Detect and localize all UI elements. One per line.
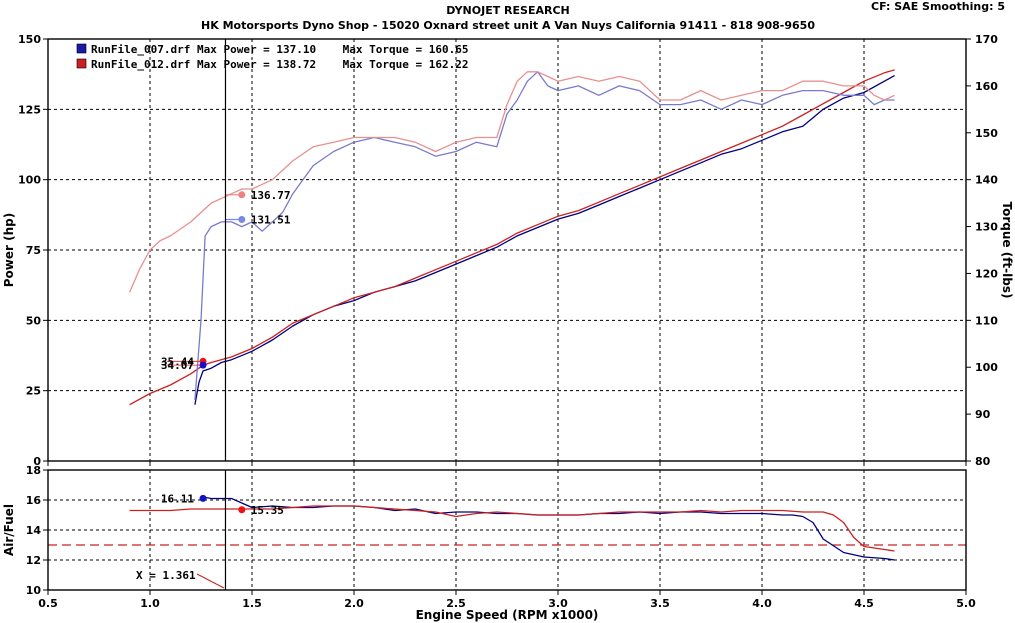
- series-torque-runfile-007-drf: [194, 71, 895, 401]
- tick-label-torque-100: 100: [975, 361, 998, 374]
- correction-factor-label: CF: SAE Smoothing: 5: [871, 0, 1005, 13]
- tick-label-x-3-0: 3.0: [548, 597, 568, 610]
- tick-label-x-5-0: 5.0: [956, 597, 976, 610]
- legend-entry-run007: RunFile_007.drf Max Power = 137.10 Max T…: [91, 43, 469, 56]
- tick-label-x-1-0: 1.0: [140, 597, 160, 610]
- marker-air-fuel-runfile-012-drf-label: 15.35: [251, 504, 284, 517]
- marker-air-fuel-runfile-007-drf-label: 16.11: [161, 492, 194, 505]
- series-power-runfile-007-drf: [194, 75, 895, 405]
- cursor-readout-leader: [196, 573, 225, 589]
- tick-label-power-125: 125: [18, 103, 41, 116]
- marker-power-runfile-007-drf-label: 34.07: [161, 359, 194, 372]
- tick-label-torque-90: 90: [975, 408, 991, 421]
- tick-label-x-2-5: 2.5: [446, 597, 466, 610]
- tick-label-torque-80: 80: [975, 455, 991, 468]
- tick-label-power-0: 0: [33, 455, 41, 468]
- marker-torque-runfile-007-drf-dot: [238, 215, 246, 223]
- tick-label-x-2-0: 2.0: [344, 597, 364, 610]
- air-fuel-frame: [47, 469, 967, 591]
- legend: RunFile_007.drf Max Power = 137.10 Max T…: [76, 43, 469, 71]
- tick-label-torque-170: 170: [975, 33, 998, 46]
- air-fuel-series: [129, 496, 895, 561]
- y-axis-label-power: Power (hp): [2, 213, 16, 287]
- tick-label-power-100: 100: [18, 174, 41, 187]
- cursor-readout: X = 1.361: [136, 569, 196, 582]
- tick-label-x-3-5: 3.5: [650, 597, 670, 610]
- tick-label-torque-130: 130: [975, 221, 998, 234]
- tick-label-afr-16: 16: [26, 494, 42, 507]
- tick-label-x-4-0: 4.0: [752, 597, 772, 610]
- chart-title: DYNOJET RESEARCH: [446, 4, 569, 17]
- tick-label-torque-160: 160: [975, 80, 998, 93]
- air-fuel-ticks: 0.5 1.0 1.5 2.0 2.5 3.0 3.5 4.0 4.5 5.0 10 12 14 16 18: [26, 464, 976, 610]
- tick-label-torque-110: 110: [975, 314, 998, 327]
- series-air-fuel-runfile-012-drf: [129, 505, 895, 552]
- marker-power-runfile-007-drf-dot: [199, 361, 207, 369]
- marker-air-fuel-runfile-012-drf-dot: [238, 506, 246, 514]
- x-axis-label: Engine Speed (RPM x1000): [416, 608, 599, 622]
- power-torque-series: [129, 69, 895, 406]
- y-axis-label-air-fuel: Air/Fuel: [2, 504, 16, 556]
- air-fuel-markers: 16.11 15.35: [161, 492, 284, 516]
- tick-label-x-1-5: 1.5: [242, 597, 262, 610]
- y-axis-label-torque: Torque (ft-lbs): [1000, 202, 1014, 299]
- tick-label-afr-14: 14: [26, 524, 42, 537]
- tick-label-power-75: 75: [26, 244, 41, 257]
- tick-label-afr-10: 10: [26, 584, 42, 597]
- chart-subtitle: HK Motorsports Dyno Shop - 15020 Oxnard …: [201, 19, 815, 32]
- tick-label-power-150: 150: [18, 33, 41, 46]
- legend-swatch-run012: [76, 58, 87, 69]
- tick-label-x-0-5: 0.5: [38, 597, 58, 610]
- tick-label-power-25: 25: [26, 385, 41, 398]
- tick-label-torque-120: 120: [975, 267, 998, 280]
- tick-label-power-50: 50: [26, 314, 42, 327]
- legend-swatch-run007: [76, 43, 87, 54]
- air-fuel-panel: 16.11 15.35 0.5 1.0 1.5 2.0 2.5 3.0 3.5 4.0 4.5 5.…: [2, 464, 976, 622]
- marker-torque-runfile-007-drf-label: 131.51: [251, 213, 291, 226]
- tick-label-afr-12: 12: [26, 554, 41, 567]
- marker-torque-runfile-012-drf-dot: [238, 191, 246, 199]
- series-power-runfile-012-drf: [129, 69, 895, 406]
- tick-label-torque-150: 150: [975, 127, 998, 140]
- tick-label-torque-140: 140: [975, 174, 998, 187]
- tick-label-afr-18: 18: [26, 464, 41, 477]
- power-torque-ticks: 0 25 50 75 100 125 150 80 90 100 110 120 130 140 150 16…: [18, 33, 998, 468]
- marker-air-fuel-runfile-007-drf-dot: [199, 494, 207, 502]
- legend-entry-run012: RunFile_012.drf Max Power = 138.72 Max T…: [91, 58, 469, 71]
- tick-label-x-4-5: 4.5: [854, 597, 874, 610]
- marker-torque-runfile-012-drf-label: 136.77: [251, 189, 291, 202]
- power-torque-grid: [47, 38, 967, 462]
- series-torque-runfile-012-drf: [129, 71, 895, 293]
- power-torque-frame: [47, 38, 967, 462]
